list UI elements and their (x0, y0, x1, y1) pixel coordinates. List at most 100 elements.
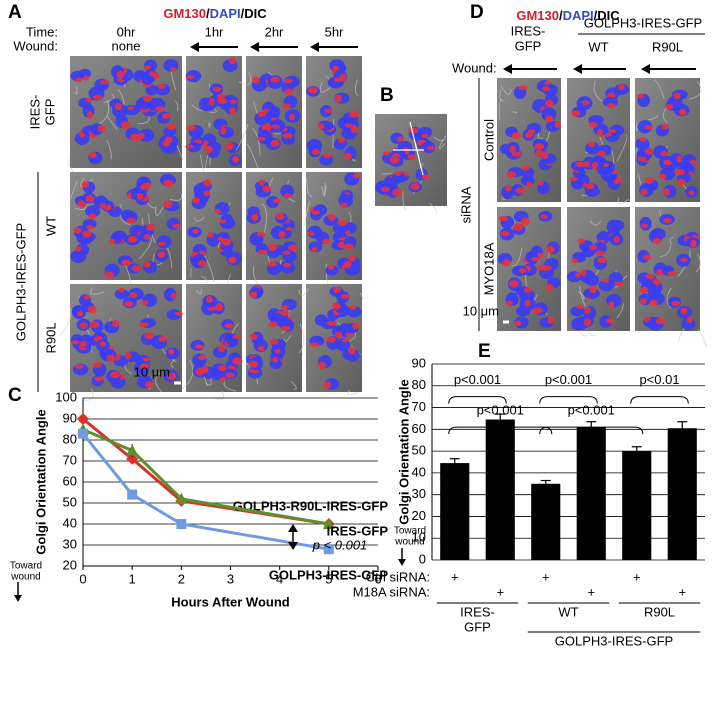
cell-edge (235, 123, 249, 151)
golgi (340, 293, 350, 299)
golgi (204, 145, 213, 154)
golgi (194, 344, 205, 349)
cell-edge (359, 292, 364, 300)
golgi (172, 223, 182, 228)
golgi (575, 304, 585, 309)
y-tick-label: 60 (63, 473, 77, 488)
golgi (271, 356, 279, 363)
cell-edge (347, 389, 359, 395)
golgi (581, 100, 590, 105)
micrograph (306, 56, 362, 168)
y-axis-label: Golgi Orientation Angle (396, 379, 411, 524)
golgi (608, 301, 615, 309)
nucleus (570, 306, 585, 317)
micrograph (244, 284, 305, 392)
cell-edge (306, 178, 313, 197)
golgi (595, 250, 605, 256)
p-value: p<0.01 (639, 372, 679, 387)
golgi (509, 280, 519, 288)
golgi (283, 193, 293, 198)
y-tick-label: 50 (63, 494, 77, 509)
cell-edge (298, 288, 309, 296)
golgi (167, 372, 177, 380)
golgi (251, 213, 259, 222)
n-label: n = 240 (674, 510, 689, 554)
cell-edge (75, 206, 87, 211)
cell-edge (80, 177, 94, 187)
cell-edge (238, 71, 252, 85)
micrograph (566, 207, 630, 337)
arrow-head (641, 64, 650, 74)
cell-edge (499, 89, 505, 102)
y-tick-label: 20 (412, 508, 426, 523)
panel-letter: A (8, 2, 22, 23)
title-part: / (559, 8, 563, 23)
n-label: n = 266 (492, 510, 507, 554)
micrograph (298, 284, 364, 395)
golgi (163, 200, 173, 209)
x-tick-label: 4 (276, 571, 283, 586)
golgi (269, 338, 279, 345)
golgi (380, 186, 390, 193)
golgi (640, 188, 648, 196)
treatment-mark: + (496, 584, 504, 599)
n-label: n = 270 (446, 510, 461, 554)
title-part: /DIC (594, 8, 621, 23)
treatment-mark: + (678, 584, 686, 599)
y-axis-label: Golgi Orientation Angle (33, 409, 48, 554)
golgi (192, 229, 200, 234)
golgi (116, 70, 125, 79)
row-label: MYO18A (481, 242, 496, 295)
cell-edge (500, 85, 512, 95)
golgi (142, 95, 153, 102)
golgi (272, 198, 282, 204)
x-tick-label: 6 (374, 571, 381, 586)
nucleus (85, 205, 101, 218)
cell-edge (141, 218, 144, 225)
cell-edge (193, 216, 205, 222)
golgi (228, 57, 237, 65)
golgi (140, 300, 149, 305)
golgi (73, 227, 82, 234)
golgi (280, 325, 291, 331)
bar (667, 428, 697, 560)
golgi (120, 121, 131, 129)
cell-edge (648, 115, 659, 121)
cell-edge (669, 236, 674, 245)
micrograph (235, 56, 302, 169)
cell-edge (170, 358, 176, 368)
treatment-mark: + (633, 569, 641, 584)
golgi (161, 113, 171, 119)
golgi (334, 94, 343, 103)
golgi (338, 136, 345, 144)
golgi (104, 271, 115, 279)
panel-title: GM130/DAPI/DIC (163, 6, 267, 21)
x-tick-label: 5 (325, 571, 332, 586)
golgi (676, 178, 686, 186)
treatment-label: Ctrl siRNA: (366, 569, 430, 584)
column-label: WT (588, 39, 608, 54)
golgi (326, 320, 337, 326)
golgi (79, 340, 87, 347)
golgi (606, 318, 614, 324)
micrograph (185, 56, 242, 182)
n-label-group: n = 242 (583, 510, 598, 554)
cell-edge (402, 191, 407, 211)
micrograph (303, 172, 362, 293)
micrograph (68, 56, 184, 176)
golgi (350, 126, 358, 133)
golgi (671, 301, 681, 306)
n-label-group: n = 231 (628, 510, 643, 554)
golgi (232, 357, 243, 365)
title-part: GM130 (163, 6, 206, 21)
golgi (527, 128, 536, 135)
golgi (127, 235, 137, 243)
golgi (537, 180, 544, 186)
golgi (643, 254, 652, 261)
golgi (317, 123, 325, 130)
golgi (332, 302, 341, 310)
time-label: 0hr (117, 24, 136, 39)
golgi (421, 174, 431, 180)
y-tick-label: 90 (63, 410, 77, 425)
marker (126, 452, 139, 465)
